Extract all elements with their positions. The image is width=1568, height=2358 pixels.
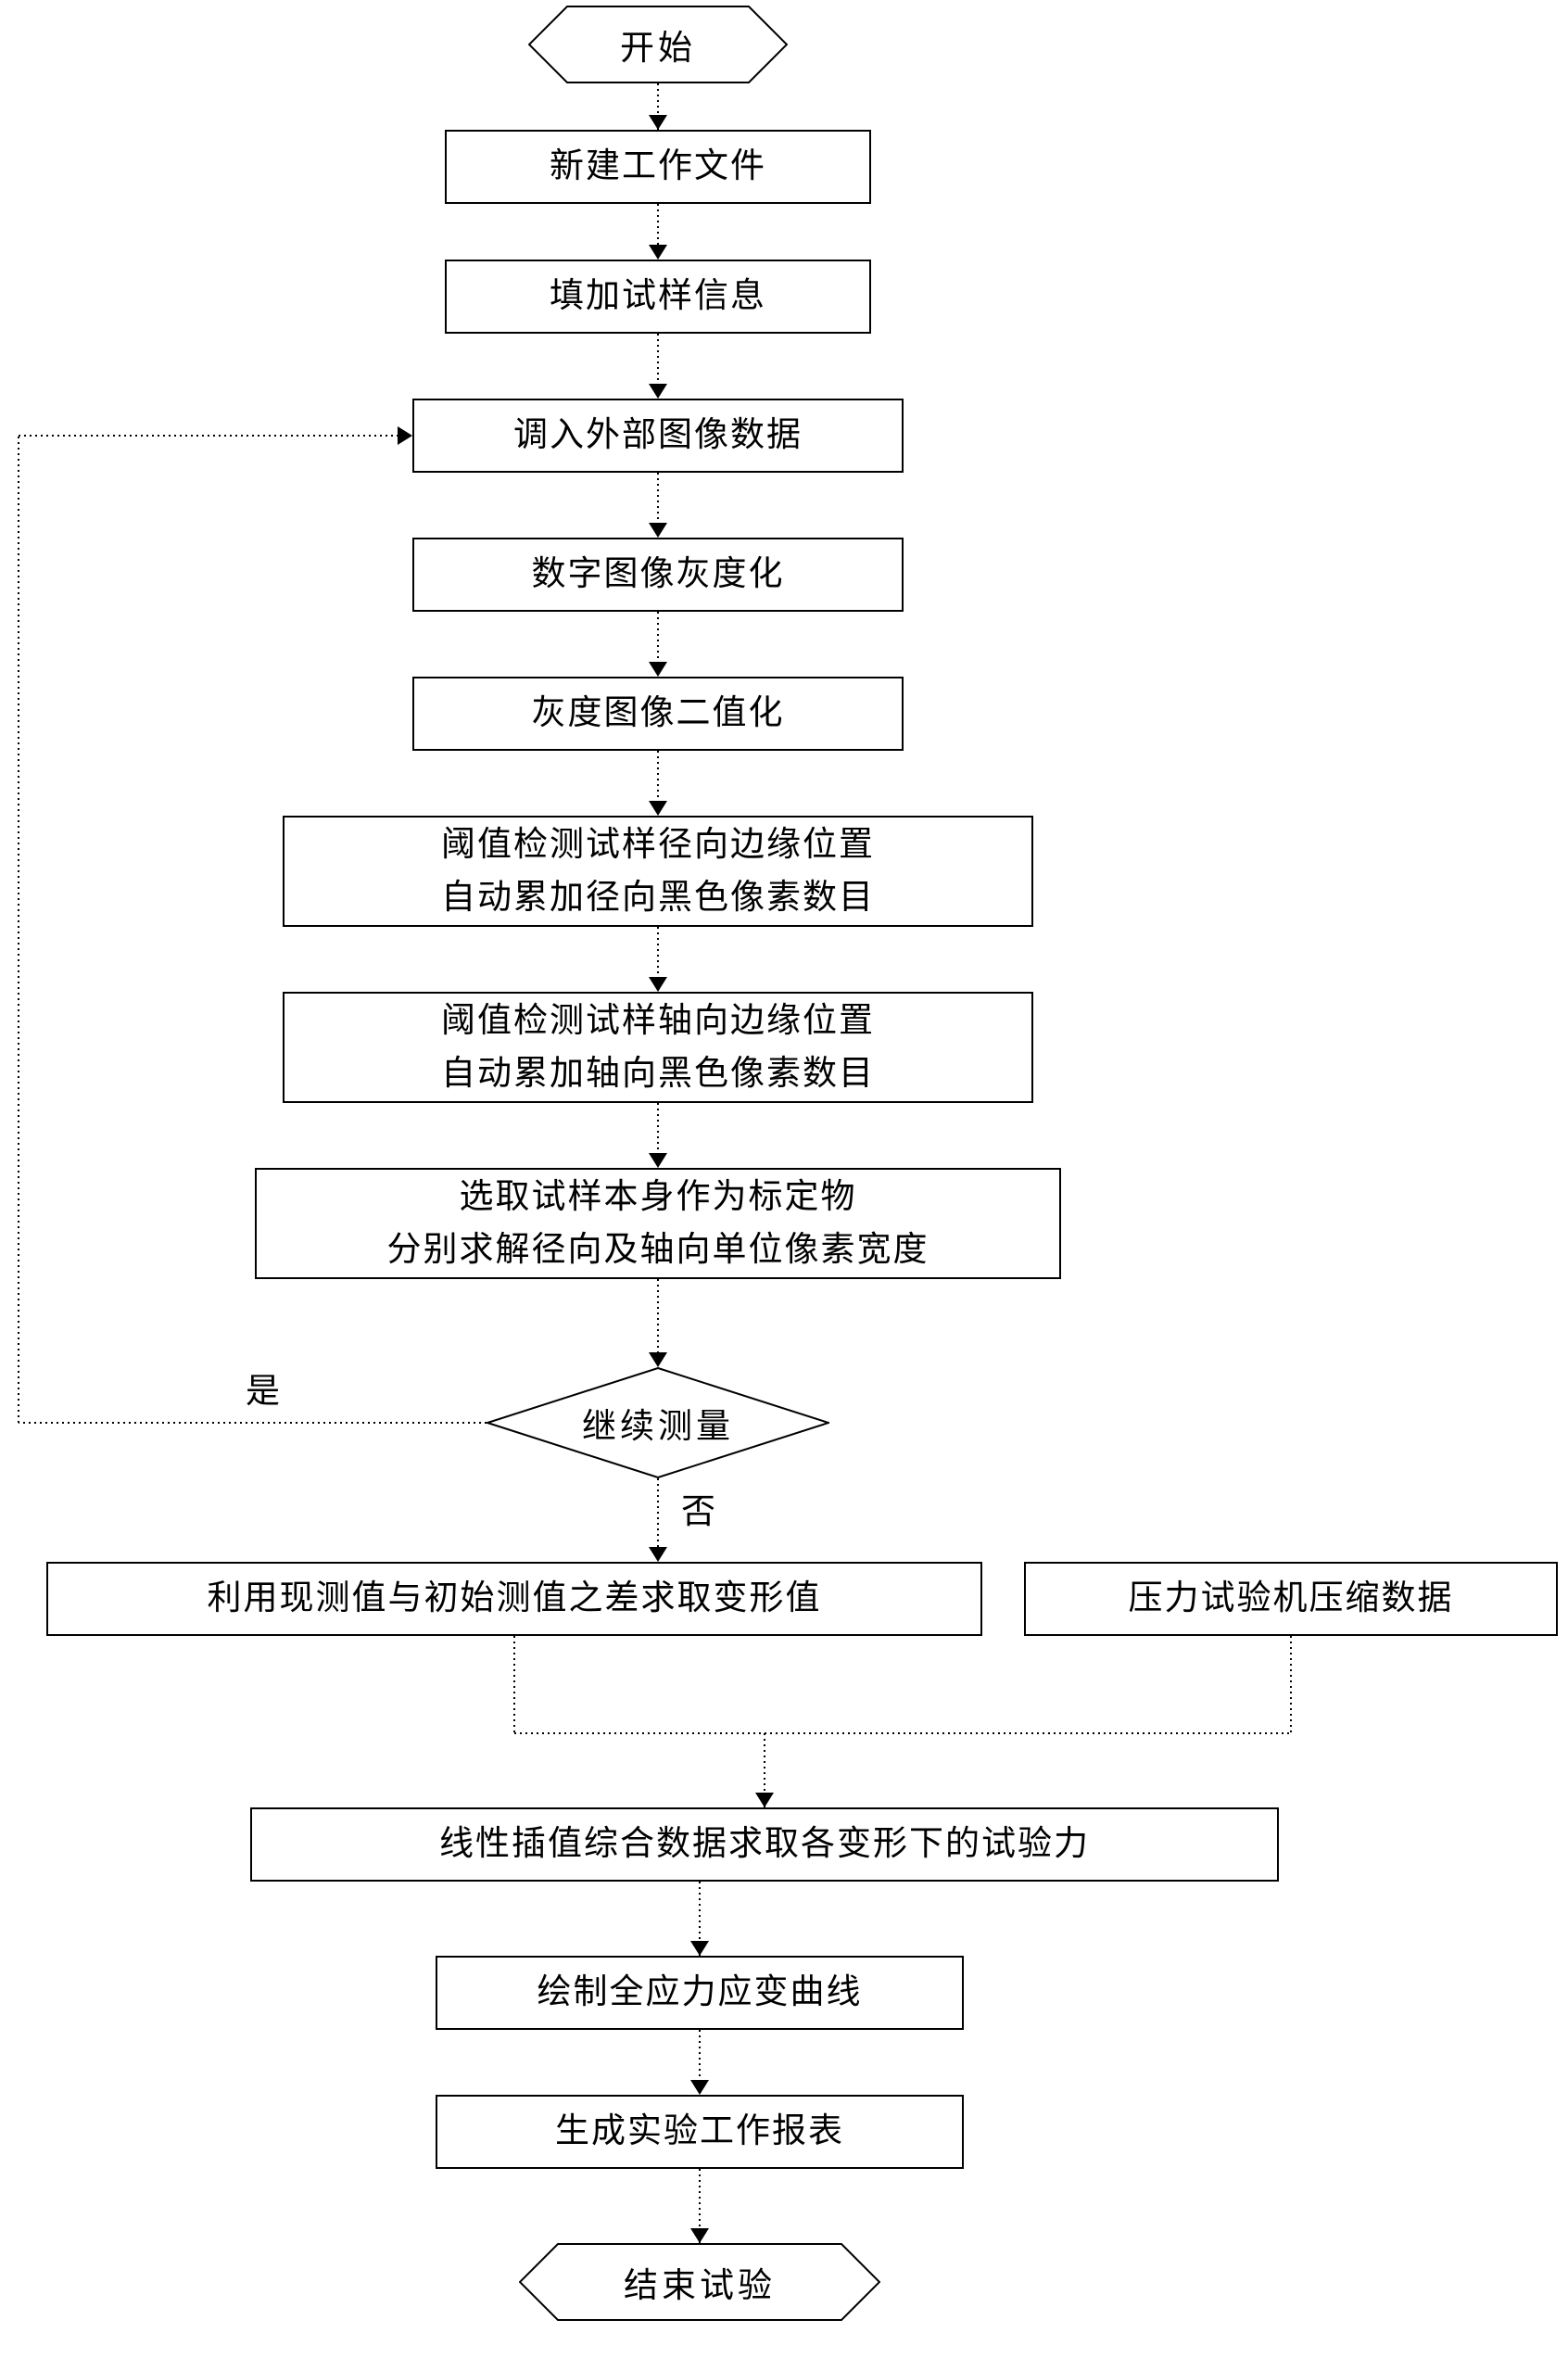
process-grayscale: 数字图像灰度化 [412,538,904,612]
edge-label-yes: 是 [246,1363,284,1413]
n11-label: 线性插值综合数据求取各变形下的试验力 [439,1819,1090,1870]
decision-label: 继续测量 [582,1398,734,1448]
n8-text: 选取试样本身作为标定物 分别求解径向及轴向单位像素宽度 [387,1171,929,1277]
process-binarize: 灰度图像二值化 [412,677,904,751]
n6-text: 阈值检测试样径向边缘位置 自动累加径向黑色像素数目 [441,818,875,925]
process-add-sample-info: 填加试样信息 [445,260,871,334]
n12-label: 绘制全应力应变曲线 [537,1968,863,2018]
process-new-file: 新建工作文件 [445,130,871,204]
n9-label: 利用现测值与初始测值之差求取变形值 [208,1574,822,1624]
process-axial-edge: 阈值检测试样轴向边缘位置 自动累加轴向黑色像素数目 [283,992,1033,1103]
n1-label: 新建工作文件 [550,142,766,192]
n13-label: 生成实验工作报表 [555,2107,844,2157]
n4-label: 数字图像灰度化 [532,550,785,600]
end-terminator: 结束试验 [519,2243,880,2321]
n7-text: 阈值检测试样轴向边缘位置 自动累加轴向黑色像素数目 [441,995,875,1101]
n2-label: 填加试样信息 [550,272,766,322]
process-interpolate: 线性插值综合数据求取各变形下的试验力 [250,1807,1279,1882]
n10-label: 压力试验机压缩数据 [1129,1574,1454,1624]
start-label: 开始 [620,19,696,70]
n5-label: 灰度图像二值化 [532,689,785,739]
n3-label: 调入外部图像数据 [513,411,803,461]
process-plot-curve: 绘制全应力应变曲线 [436,1956,964,2030]
process-load-image: 调入外部图像数据 [412,399,904,473]
start-terminator: 开始 [528,6,788,83]
process-radial-edge: 阈值检测试样径向边缘位置 自动累加径向黑色像素数目 [283,816,1033,927]
process-deformation: 利用现测值与初始测值之差求取变形值 [46,1562,982,1636]
process-calibrate: 选取试样本身作为标定物 分别求解径向及轴向单位像素宽度 [255,1168,1061,1279]
process-press-data: 压力试验机压缩数据 [1024,1562,1558,1636]
process-report: 生成实验工作报表 [436,2095,964,2169]
flowchart-canvas: 开始 新建工作文件 填加试样信息 调入外部图像数据 数字图像灰度化 灰度图像二值… [0,0,1568,2358]
end-label: 结束试验 [624,2257,776,2307]
edge-label-no: 否 [681,1483,719,1533]
decision-continue: 继续测量 [487,1367,829,1478]
